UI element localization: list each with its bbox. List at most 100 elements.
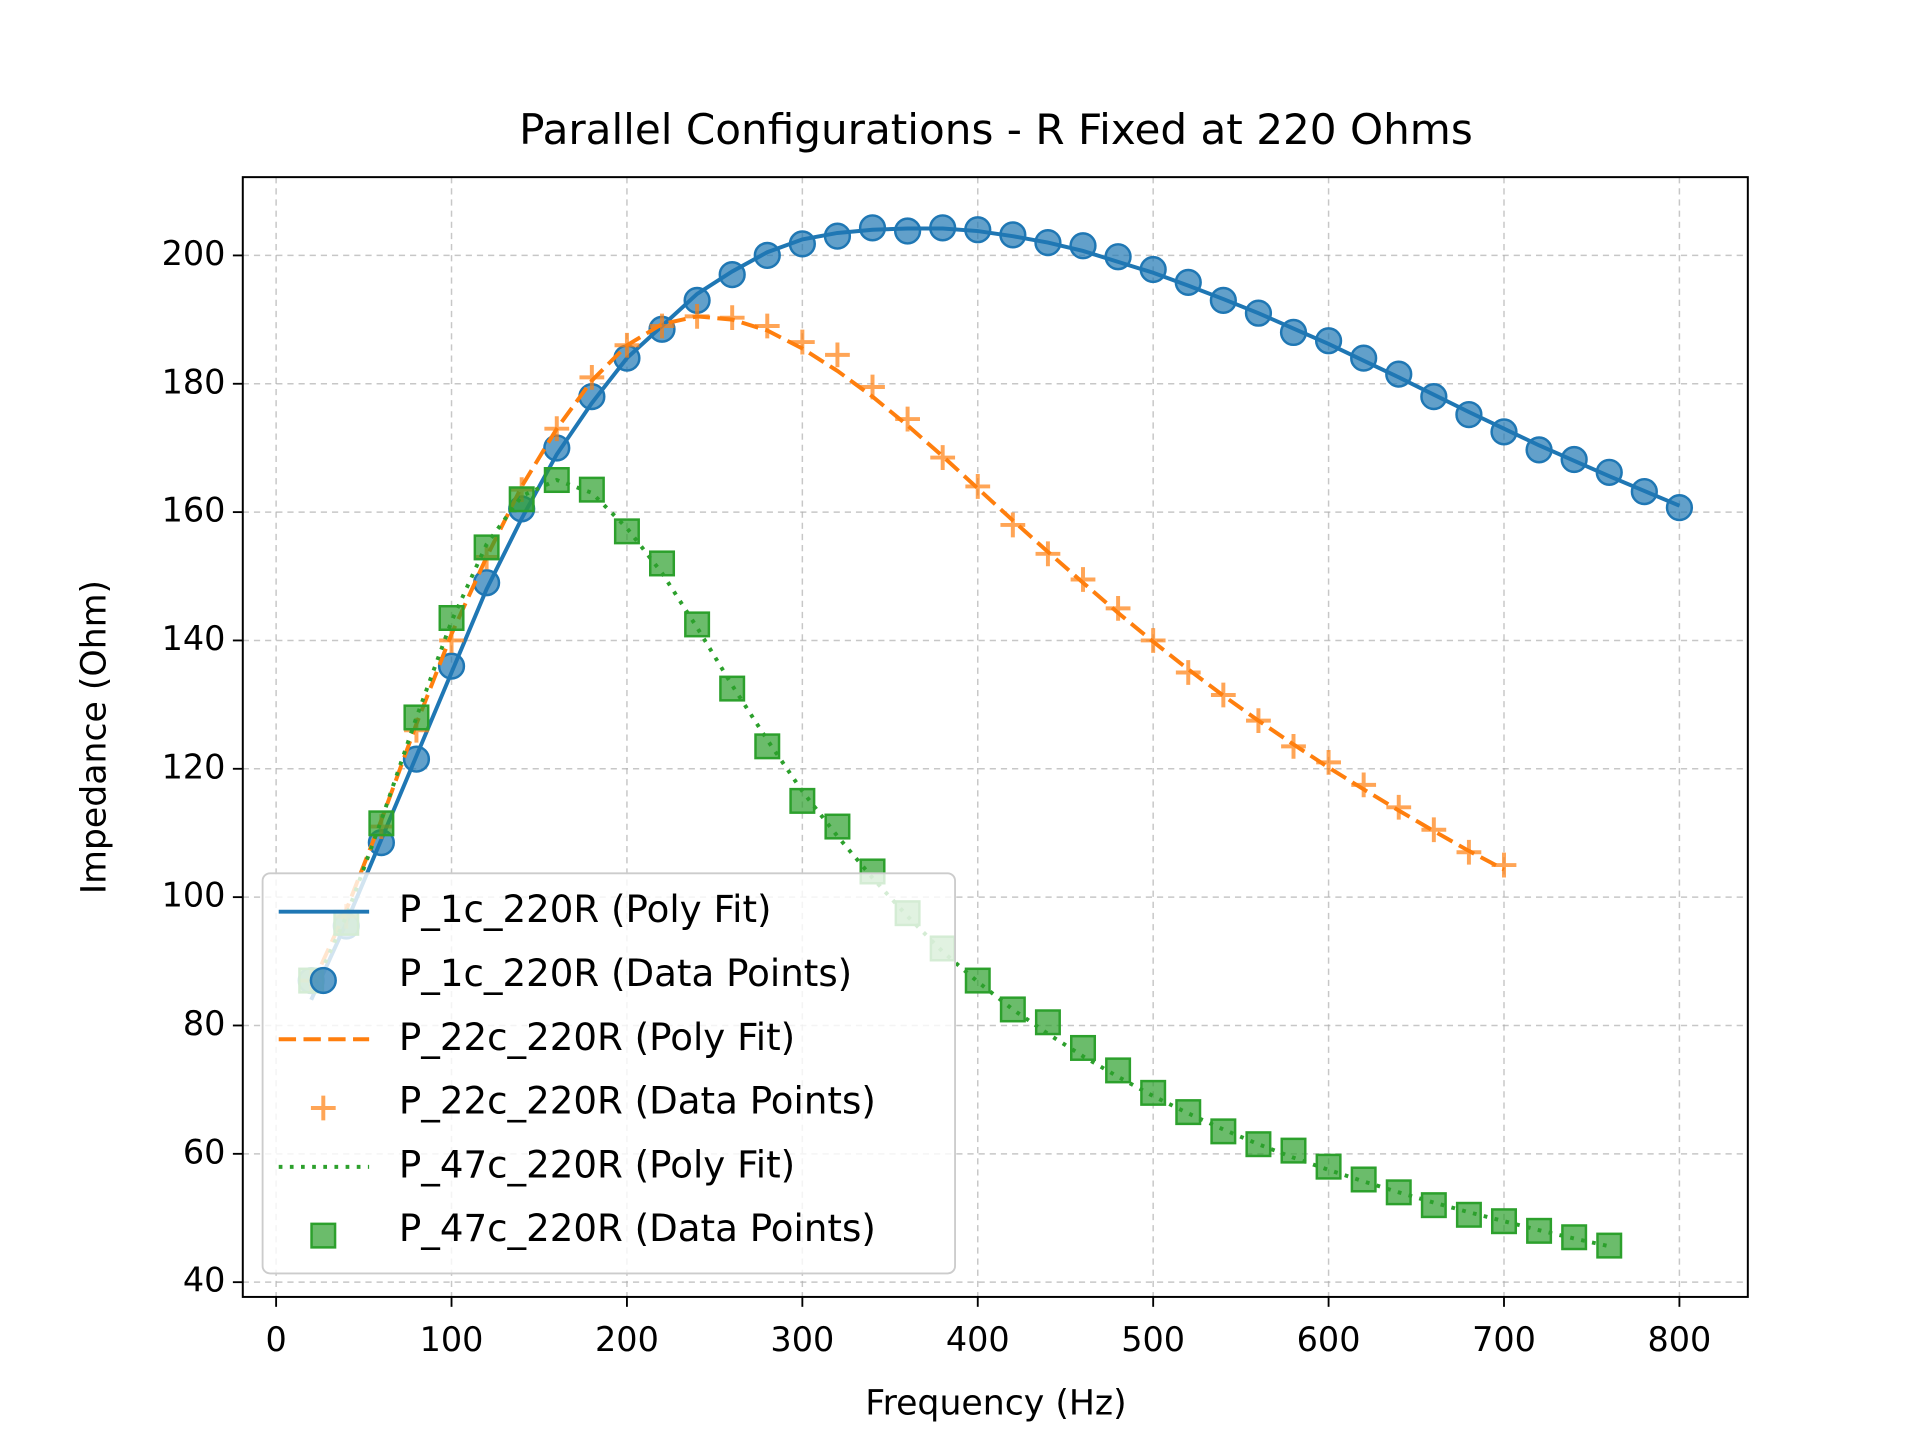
data-point: [1630, 477, 1658, 506]
data-point: [1561, 1224, 1588, 1251]
data-point: [893, 217, 922, 245]
data-point: [1455, 400, 1483, 429]
axes-frame: [241, 176, 1749, 1298]
y-tick-label: 160: [162, 491, 226, 530]
x-tick-label: 100: [420, 1320, 484, 1359]
data-point: [860, 374, 885, 400]
data-point: [1386, 794, 1412, 820]
data-point: [613, 518, 640, 545]
y-tick-label: 180: [162, 362, 226, 401]
data-point: [1420, 382, 1448, 411]
data-point: [1456, 839, 1482, 865]
legend-label: P_22c_220R (Poly Fit): [399, 1016, 795, 1059]
data-point: [930, 445, 956, 470]
data-point: [1490, 1208, 1518, 1235]
data-point: [824, 813, 851, 840]
data-point: [649, 550, 676, 577]
chart-title: Parallel Configurations - R Fixed at 220…: [519, 105, 1473, 154]
y-tick-label: 60: [183, 1132, 226, 1171]
plot-area: [297, 214, 1694, 1259]
data-point: [753, 241, 781, 270]
fit-line: [309, 226, 1681, 1001]
x-tick-label: 300: [770, 1320, 834, 1359]
legend-label: P_47c_220R (Poly Fit): [399, 1143, 795, 1186]
data-point: [1490, 418, 1518, 446]
x-axis-label: Frequency (Hz): [865, 1384, 1126, 1424]
data-point: [825, 342, 850, 368]
data-point: [999, 996, 1026, 1023]
legend-label: P_1c_220R (Data Points): [399, 952, 852, 995]
legend-swatch: [310, 1222, 337, 1249]
data-point: [403, 704, 430, 731]
data-point: [754, 313, 780, 339]
data-point: [1455, 1201, 1482, 1228]
data-point: [929, 214, 957, 242]
data-point: [1035, 541, 1061, 567]
y-tick-label: 120: [162, 747, 226, 786]
legend-label: P_47c_220R (Data Points): [399, 1207, 876, 1250]
data-point: [965, 474, 991, 499]
data-point: [1070, 1034, 1097, 1061]
data-point: [1209, 286, 1237, 314]
y-tick-label: 40: [183, 1261, 226, 1300]
data-point: [508, 486, 535, 513]
data-point: [1069, 232, 1097, 260]
data-point: [1596, 1232, 1623, 1259]
data-point: [544, 416, 570, 442]
data-point: [1420, 1192, 1447, 1219]
legend: P_1c_220R (Poly Fit) P_1c_220R (Data Poin…: [261, 872, 956, 1275]
data-point: [719, 675, 746, 702]
data-point: [858, 214, 887, 242]
data-point: [402, 745, 431, 773]
legend-label: P_22c_220R (Data Points): [399, 1080, 876, 1123]
legend-box: [261, 872, 956, 1275]
data-point: [649, 313, 675, 339]
data-point: [438, 604, 465, 632]
data-point: [789, 787, 816, 814]
data-point: [614, 332, 640, 358]
y-tick-label: 100: [162, 876, 226, 915]
data-point: [895, 406, 920, 432]
data-point: [1210, 1118, 1237, 1145]
data-point: [1246, 708, 1271, 734]
x-tick-label: 400: [946, 1320, 1010, 1359]
data-point: [368, 810, 395, 837]
data-point: [1245, 1131, 1272, 1158]
y-axis-label: Impedance (Ohm): [74, 580, 114, 894]
data-point: [1279, 318, 1308, 347]
x-tick-label: 500: [1121, 1320, 1185, 1359]
data-point: [1314, 327, 1343, 355]
data-point: [543, 467, 570, 494]
data-point: [999, 221, 1027, 249]
data-point: [1244, 299, 1273, 327]
x-tick-label: 600: [1297, 1320, 1361, 1359]
data-point: [1140, 628, 1166, 653]
data-point: [964, 967, 991, 994]
data-point: [1350, 1166, 1377, 1193]
data-point: [1210, 682, 1236, 708]
data-point: [437, 652, 466, 680]
data-point: [1315, 1153, 1342, 1180]
y-tick-label: 140: [162, 619, 226, 658]
x-tick-label: 0: [265, 1320, 286, 1359]
data-point: [1034, 1009, 1061, 1036]
data-point: [1139, 255, 1167, 284]
data-point: [1105, 1057, 1132, 1084]
data-point: [579, 364, 605, 390]
data-point: [1316, 749, 1341, 775]
data-point: [1105, 595, 1131, 621]
data-point: [1140, 1079, 1167, 1106]
data-point: [1595, 458, 1623, 486]
data-point: [473, 534, 500, 561]
data-point: [1281, 733, 1306, 759]
data-point: [788, 230, 816, 258]
data-point: [1491, 852, 1517, 878]
data-point: [1175, 1099, 1202, 1126]
data-point: [1385, 360, 1413, 388]
data-point: [1034, 228, 1062, 257]
data-point: [1070, 567, 1096, 592]
data-point: [1665, 493, 1694, 522]
data-point: [1280, 1137, 1307, 1164]
